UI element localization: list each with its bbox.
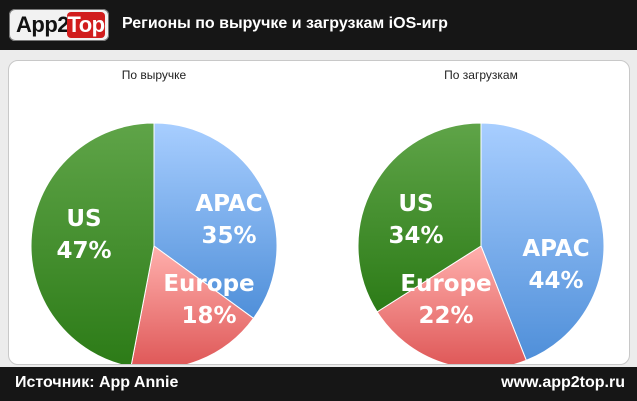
slice-label-europe: Europe (400, 271, 491, 297)
header-bar: App2 Top Регионы по выручке и загрузкам … (0, 0, 637, 50)
chart-title: По загрузкам (444, 68, 518, 82)
slice-label-us: US (398, 191, 433, 217)
slice-value-europe: 22% (418, 303, 473, 329)
footer-bar: Источник: App Annie www.app2top.ru (0, 367, 637, 401)
logo-text-app2: App2 (16, 12, 70, 37)
slice-value-us: 47% (56, 238, 111, 264)
pie-slice-apac (480, 122, 605, 362)
slice-label-apac: APAC (195, 191, 262, 217)
app2top-logo: App2 Top (9, 9, 109, 41)
slice-value-us: 34% (388, 223, 443, 249)
pie-slice-europe (130, 245, 255, 364)
site-link[interactable]: www.app2top.ru (501, 374, 625, 391)
pie-charts: По выручке APAC 35% Europe 18% US 47% По загруз… (30, 68, 605, 364)
pie-slice-us (357, 122, 482, 313)
slice-value-apac: 44% (528, 268, 583, 294)
slice-value-europe: 18% (181, 303, 236, 329)
slice-label-apac: APAC (522, 236, 589, 262)
pie-slice-us (30, 122, 155, 364)
slice-label-us: US (66, 206, 101, 232)
page-title: Регионы по выручке и загрузкам iOS-игр (122, 15, 448, 32)
pie-slice-apac (153, 122, 278, 319)
charts-panel: По выручке APAC 35% Europe 18% US 47% По загруз… (8, 60, 630, 365)
chart-title: По выручке (122, 68, 187, 82)
pie-chart-1: По выручке APAC 35% Europe 18% US 47% (30, 68, 278, 364)
pie-chart-2: По загрузкам APAC 44% Europe 22% US 34% (357, 68, 605, 364)
source-text: Источник: App Annie (15, 374, 179, 391)
pie-slice-europe (376, 245, 527, 364)
slice-value-apac: 35% (201, 223, 256, 249)
slice-label-europe: Europe (163, 271, 254, 297)
logo-text-top: Top (67, 12, 105, 38)
